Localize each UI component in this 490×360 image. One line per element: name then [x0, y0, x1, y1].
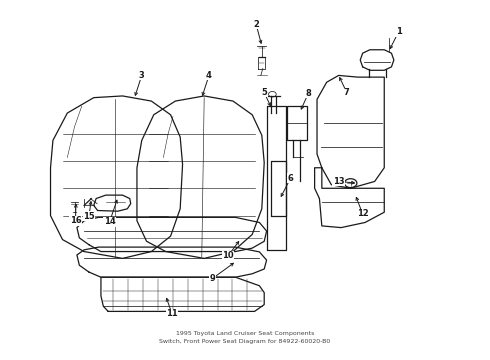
Text: 10: 10	[222, 251, 234, 260]
Text: Switch, Front Power Seat Diagram for 84922-60020-B0: Switch, Front Power Seat Diagram for 849…	[159, 339, 331, 344]
Text: 1: 1	[396, 27, 402, 36]
Text: 14: 14	[104, 217, 116, 226]
Text: 1995 Toyota Land Cruiser Seat Components: 1995 Toyota Land Cruiser Seat Components	[176, 331, 314, 336]
Text: 2: 2	[253, 20, 259, 29]
Text: 5: 5	[261, 88, 267, 97]
Text: 8: 8	[305, 89, 311, 98]
Text: 11: 11	[166, 309, 178, 318]
Text: 4: 4	[206, 71, 212, 80]
Text: 12: 12	[357, 210, 368, 219]
Text: 9: 9	[209, 274, 215, 283]
Text: 16: 16	[70, 216, 81, 225]
Text: 15: 15	[83, 212, 95, 221]
Text: 13: 13	[333, 177, 344, 186]
Text: 6: 6	[288, 174, 294, 183]
Text: 3: 3	[139, 71, 145, 80]
Text: 7: 7	[344, 88, 350, 97]
